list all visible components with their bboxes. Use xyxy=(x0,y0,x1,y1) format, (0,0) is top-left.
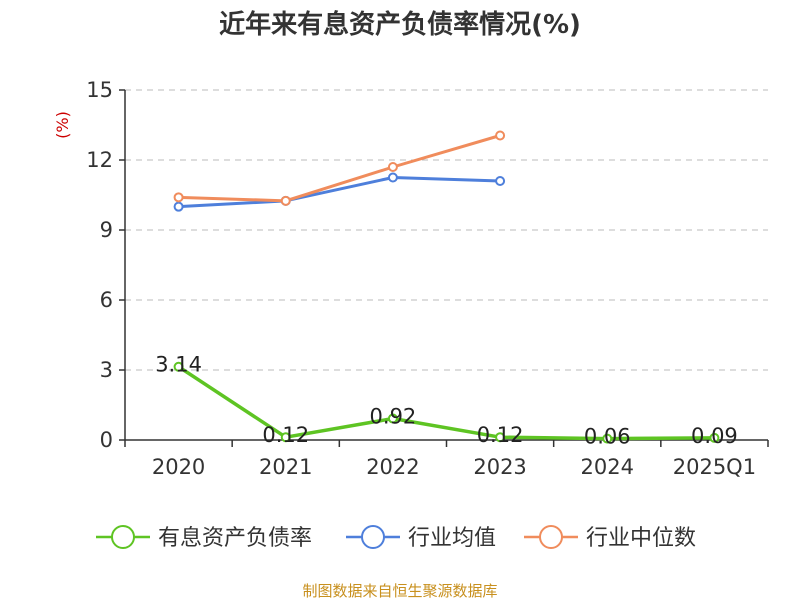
grid-layer xyxy=(125,89,768,371)
legend-item: 行业均值 xyxy=(346,525,496,551)
y-tick-label: 0 xyxy=(100,428,113,452)
legend-item: 行业中位数 xyxy=(524,525,696,551)
data-point xyxy=(495,432,506,443)
legend-marker xyxy=(111,525,135,549)
x-tick-label: 2021 xyxy=(259,455,312,479)
x-tick-label: 2022 xyxy=(366,455,419,479)
chart-title: 近年来有息资产负债率情况(%) xyxy=(219,9,581,40)
series-line-0 xyxy=(177,365,715,441)
legend-label: 行业均值 xyxy=(408,526,496,551)
data-label-layer: 3.14 0.12 0.92 0.12 0.06 0.09 xyxy=(155,353,738,449)
data-point xyxy=(280,432,291,443)
x-tick-label: 2020 xyxy=(152,455,205,479)
data-point xyxy=(709,432,720,443)
x-tick-label: 2023 xyxy=(473,455,526,479)
data-label: 0.12 xyxy=(477,423,524,447)
legend-item: 有息资产负债率 xyxy=(96,525,312,551)
series-line-2 xyxy=(178,134,501,203)
y-tick-label: 12 xyxy=(86,148,113,172)
data-label: 0.92 xyxy=(370,405,417,429)
data-point xyxy=(387,413,398,424)
legend: 有息资产负债率 行业均值 行业中位数 xyxy=(96,525,696,551)
y-axis-unit: (%) xyxy=(53,111,72,139)
source-note: 制图数据来自恒生聚源数据库 xyxy=(302,582,497,600)
data-point xyxy=(387,162,398,172)
data-label: 0.06 xyxy=(584,425,631,449)
y-tick-label: 3 xyxy=(100,358,113,382)
data-point xyxy=(280,195,291,206)
legend-label: 行业中位数 xyxy=(586,526,696,551)
x-tick-label: 2025Q1 xyxy=(673,455,756,479)
data-label: 3.14 xyxy=(155,353,202,377)
x-tick-label: 2024 xyxy=(581,455,634,479)
axis-layer: 0 3 6 9 12 15 2020 2021 2022 2023 2024 2025Q1 xyxy=(86,78,769,479)
data-point xyxy=(173,192,184,203)
y-tick-label: 6 xyxy=(100,288,113,312)
legend-marker xyxy=(361,525,385,549)
data-label: 0.12 xyxy=(262,423,309,447)
legend-marker xyxy=(539,525,563,549)
data-point xyxy=(602,433,613,444)
data-point xyxy=(495,130,506,141)
data-point xyxy=(387,172,398,183)
series-layer xyxy=(173,130,720,444)
y-tick-label: 15 xyxy=(86,78,113,102)
data-point xyxy=(173,201,184,212)
series-line-1 xyxy=(178,176,501,209)
data-label: 0.09 xyxy=(691,424,738,448)
data-point xyxy=(173,361,184,372)
y-tick-label: 9 xyxy=(100,218,113,242)
legend-label: 有息资产负债率 xyxy=(158,526,312,551)
data-point xyxy=(495,176,506,186)
